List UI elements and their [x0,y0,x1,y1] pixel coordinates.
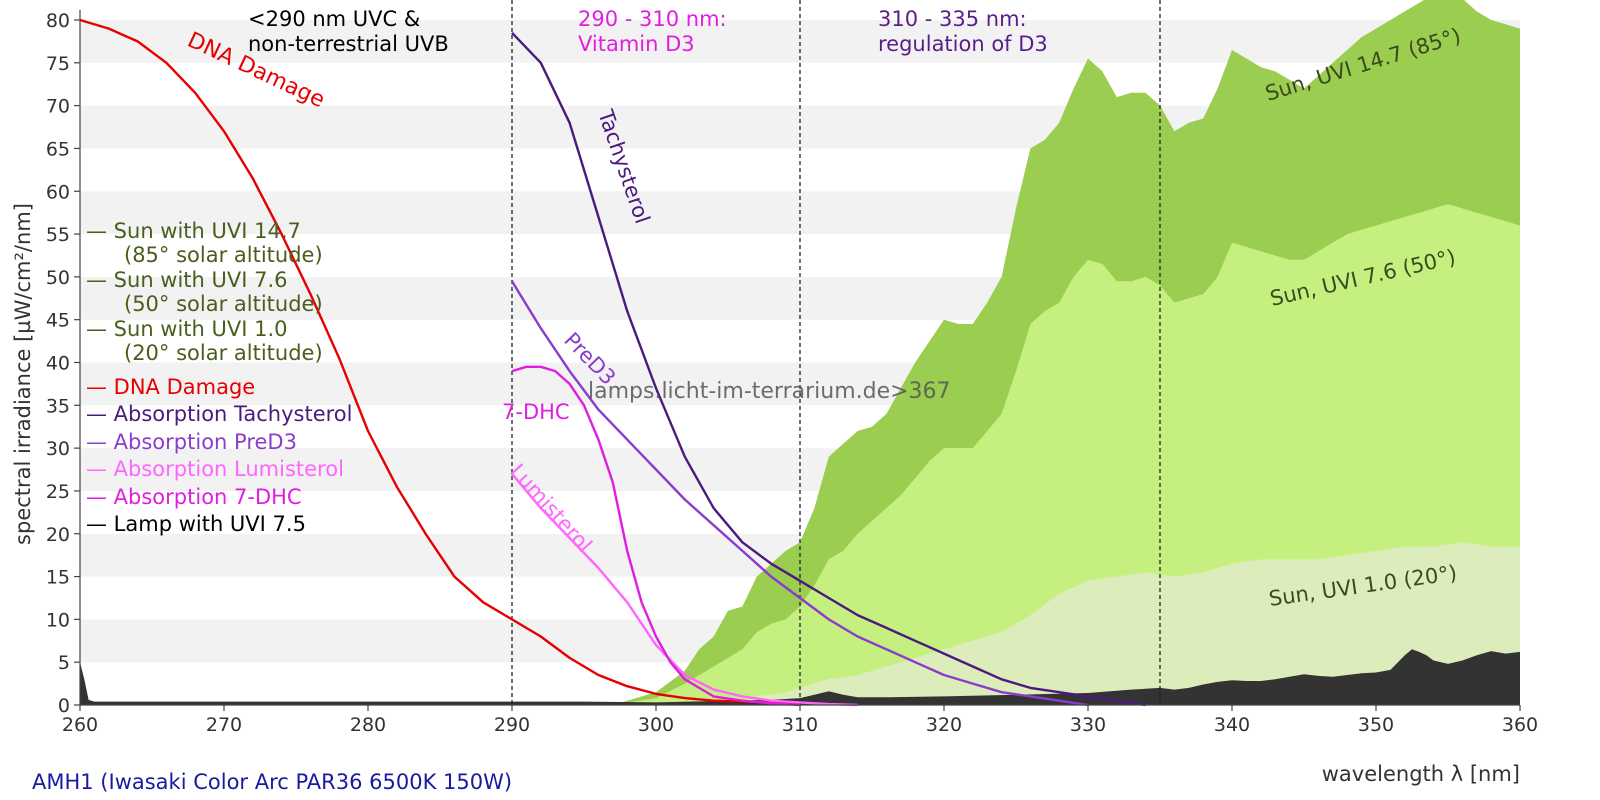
y-tick-label: 40 [46,353,70,375]
y-tick-label: 60 [46,181,70,203]
y-tick-label: 5 [58,652,70,674]
y-tick-label: 45 [46,310,70,332]
line-dna-damage [79,18,800,704]
curve-label-7dhc: 7-DHC [502,400,570,424]
y-tick-label: 80 [46,10,70,32]
x-tick-label: 290 [494,714,530,736]
line-absorption-lumisterol [511,473,858,707]
legend-sun-uvi-1-0-detail: (20° solar altitude) [124,341,323,365]
region-dividers [511,0,1161,705]
x-axis-title: wavelength λ [nm] [1322,762,1520,786]
axes: 0 5 10 15 20 25 30 35 40 45 50 55 60 65 70 75 80 260 270 28… [46,10,1538,736]
legend-sun-uvi-7-6: — Sun with UVI 7.6 [86,268,288,292]
legend-sun-uvi-14-7-detail: (85° solar altitude) [124,243,323,267]
x-tick-label: 340 [1214,714,1250,736]
area-sun-uvi-1-0-20 [728,542,1520,705]
region-uvc-label-line1: <290 nm UVC & [248,7,420,31]
y-tick-label: 70 [46,96,70,118]
legend-tachysterol: — Absorption Tachysterol [86,402,352,426]
x-tick-label: 280 [350,714,386,736]
y-tick-label: 10 [46,609,70,631]
x-tick-label: 330 [1070,714,1106,736]
line-absorption-tachysterol [511,31,1146,707]
x-tick-label: 260 [62,714,98,736]
legend-sun-uvi-7-6-detail: (50° solar altitude) [124,292,323,316]
legend-lamp: — Lamp with UVI 7.5 [86,512,306,536]
area-lamp-with-uvi-7-5 [80,649,1520,705]
y-axis-title: spectral irradiance [µW/cm²/nm] [11,203,35,545]
grid-band [80,20,1520,63]
region-vitd3-label-line2: Vitamin D3 [578,32,695,56]
region-uvc-label-line2: non-terrestrial UVB [248,32,449,56]
region-vitd3-label-line1: 290 - 310 nm: [578,7,727,31]
y-tick-label: 30 [46,438,70,460]
legend-sun-uvi-1-0: — Sun with UVI 1.0 [86,317,288,341]
x-tick-label: 270 [206,714,242,736]
legend-sun-uvi-14-7: — Sun with UVI 14.7 [86,219,301,243]
chart-title: AMH1 (Iwasaki Color Arc PAR36 6500K 150W… [32,770,512,794]
x-tick-label: 310 [782,714,818,736]
y-tick-label: 15 [46,567,70,589]
y-tick-label: 35 [46,395,70,417]
line-absorption-pred3 [510,280,1089,707]
y-tick-label: 20 [46,524,70,546]
watermark: lamps.licht-im-terrarium.de>367 [588,379,951,404]
y-tick-label: 25 [46,481,70,503]
x-tick-label: 350 [1358,714,1394,736]
absorption-curves [79,18,1146,707]
y-tick-label: 75 [46,53,70,75]
legend-7dhc: — Absorption 7-DHC [86,485,302,509]
legend-dna-damage: — DNA Damage [86,375,255,399]
y-tick-label: 0 [58,695,70,717]
x-tick-label: 300 [638,714,674,736]
x-tick-label: 320 [926,714,962,736]
legend-pred3: — Absorption PreD3 [86,430,297,454]
sun-and-lamp-areas [80,0,1520,705]
y-tick-label: 55 [46,224,70,246]
y-tick-label: 65 [46,138,70,160]
region-regulation-label-line1: 310 - 335 nm: [878,7,1027,31]
line-absorption-7-dhc [511,365,801,707]
region-regulation-label-line2: regulation of D3 [878,32,1048,56]
legend: — Sun with UVI 14.7 (85° solar altitude)… [86,219,352,536]
x-tick-label: 360 [1502,714,1538,736]
y-tick-label: 50 [46,267,70,289]
legend-lumisterol: — Absorption Lumisterol [86,457,344,481]
